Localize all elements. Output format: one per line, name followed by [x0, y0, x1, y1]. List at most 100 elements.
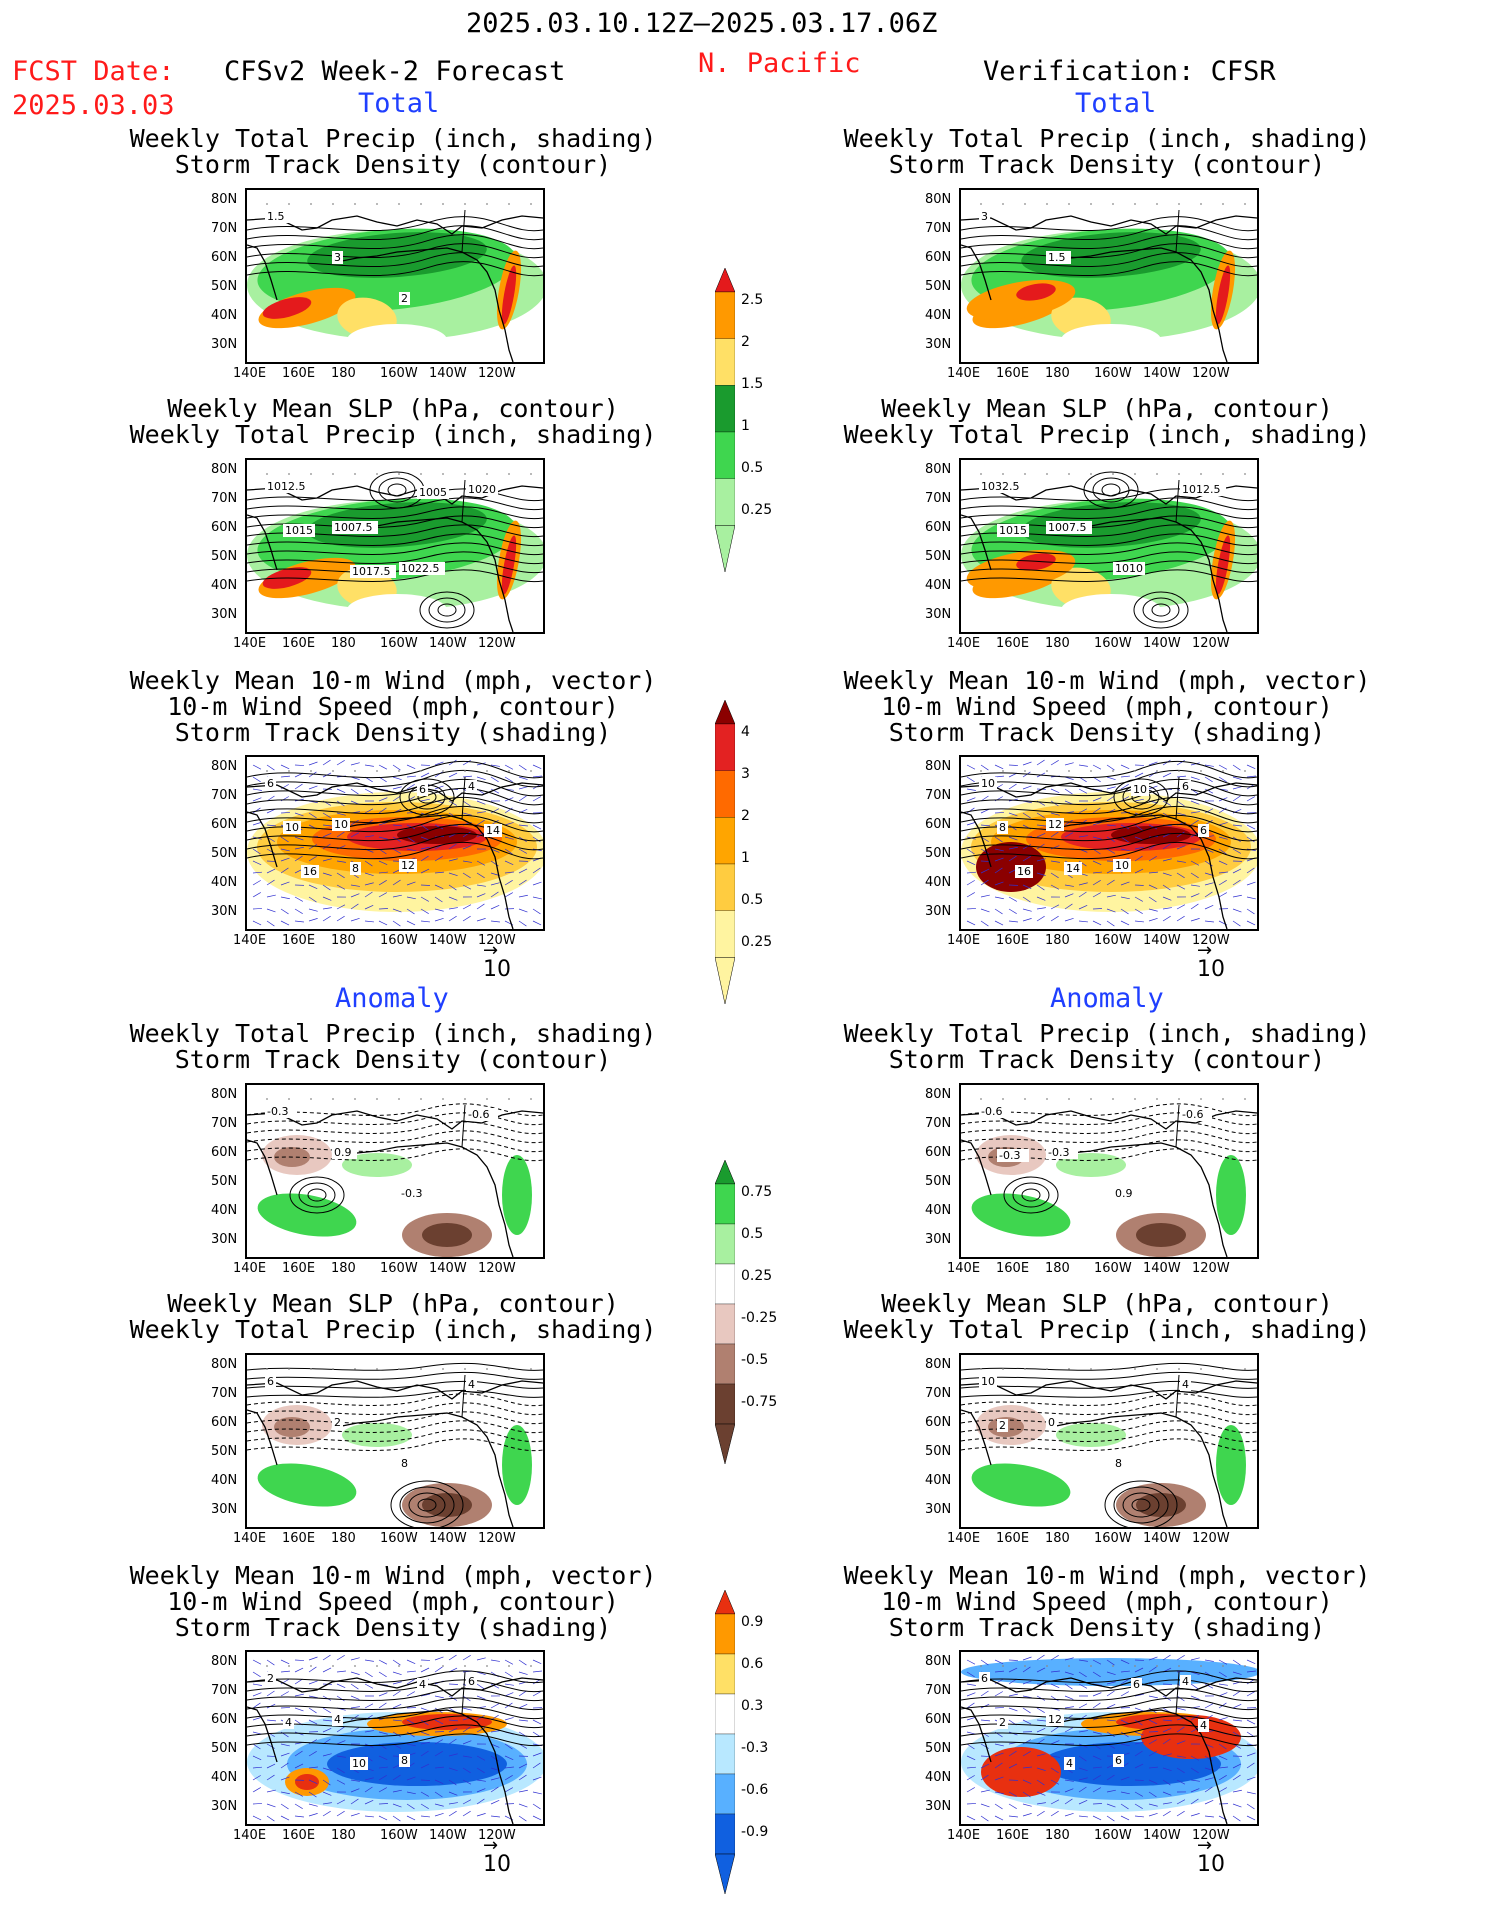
wind-vector [308, 884, 318, 889]
wind-vector [1190, 872, 1199, 879]
wind-vector [1176, 800, 1185, 807]
wind-vector [1106, 848, 1115, 854]
precip-anomaly-wet-coast [1216, 1155, 1246, 1235]
grid-dot [1244, 203, 1246, 205]
lon-tick: 140E [233, 366, 267, 381]
wind-vector [420, 1815, 430, 1818]
wind-vector [532, 1719, 542, 1725]
colorbar-label: -0.9 [741, 1824, 769, 1840]
grid-dot [1156, 1098, 1158, 1100]
grid-dot [486, 473, 488, 475]
wind-vector [1232, 795, 1241, 802]
wind-vector [994, 1691, 1003, 1697]
wind-vector [1022, 918, 1032, 922]
wind-vector [350, 1671, 360, 1675]
wind-vector [448, 872, 458, 877]
contour-label: 10 [352, 1757, 366, 1770]
wind-vector [378, 1755, 388, 1761]
wind-vector [350, 1695, 360, 1700]
map-field-r4l: -0.30.9-0.3-0.6 [247, 1098, 543, 1257]
grid-dot [1178, 1665, 1180, 1667]
wind-vector [1008, 1678, 1017, 1685]
wind-vector [322, 907, 332, 910]
wind-vector [434, 1719, 444, 1725]
period-title: 2025.03.10.12Z–2025.03.17.06Z [466, 8, 938, 39]
wind-vector [420, 1803, 429, 1809]
contour-label: 0.9 [334, 1146, 352, 1159]
wind-vector [1106, 1815, 1115, 1822]
wind-vector [518, 908, 528, 913]
wind-vector [406, 1659, 416, 1665]
grid-dot [354, 203, 356, 205]
wind-vector [476, 918, 486, 922]
wind-vector [1092, 1702, 1101, 1709]
wind-vector [392, 795, 401, 802]
wind-vector [966, 776, 975, 783]
slp-anomaly-ring [1131, 1498, 1151, 1512]
contour-label-bg [997, 821, 1008, 834]
lat-tick: 50N [211, 1174, 238, 1189]
grid-dot [1046, 770, 1048, 772]
wind-vector [490, 1800, 500, 1805]
colorbar-swatch [714, 910, 736, 958]
wind-vector [1190, 819, 1199, 826]
grid-dot [1002, 770, 1004, 772]
contour-label-bg [466, 483, 498, 496]
wind-vector [322, 843, 331, 850]
wind-vector [266, 894, 276, 898]
wind-vector [1050, 1695, 1059, 1702]
wind-vector [322, 1802, 332, 1805]
colorbar-label: 0.25 [741, 1268, 773, 1284]
contour-label: 8 [401, 1754, 408, 1767]
wind-vector [392, 764, 401, 771]
wind-vector [322, 858, 332, 862]
wind-vector [1064, 1657, 1074, 1661]
coastline-asia [247, 811, 278, 868]
grid-dot [1134, 473, 1136, 475]
lat-tick: 40N [925, 875, 952, 890]
wind-vector [448, 884, 457, 891]
wind-vector [1120, 1791, 1130, 1795]
wind-vector [420, 1707, 430, 1712]
wind-speed-anomaly-contour [961, 1724, 1257, 1738]
coastline-america [1110, 1412, 1228, 1527]
wind-vector [350, 788, 359, 795]
wind-vector [350, 1683, 359, 1690]
wind-vector [994, 920, 1004, 926]
slp-low-ring [1142, 597, 1180, 623]
grid-dot [1090, 1665, 1092, 1667]
contour-label: 2 [267, 1672, 274, 1685]
wind-vector [1120, 1679, 1129, 1685]
wind-vector [1064, 819, 1073, 826]
wind-vector [434, 884, 444, 890]
wind-vector [1008, 812, 1018, 817]
wind-vector [476, 819, 485, 826]
lat-tick: 80N [211, 192, 238, 207]
panel-title-line: 10-m Wind Speed (mph, contour) [167, 692, 619, 721]
wind-vector [966, 1659, 976, 1665]
grid-dot [1046, 1665, 1048, 1667]
wind-vector [532, 1762, 541, 1769]
grid-dot [508, 203, 510, 205]
wind-vector [1232, 920, 1241, 927]
wind-vector [252, 848, 261, 855]
storm-track-contour [247, 216, 543, 232]
wind-vector [1218, 764, 1228, 770]
grid-dot [398, 1098, 400, 1100]
vector-reference: → 10 [1197, 1835, 1225, 1878]
wind-vector [1246, 764, 1256, 769]
lon-tick: 140E [233, 1261, 267, 1276]
wind-vector [378, 807, 387, 814]
colorbar-label: 2.5 [741, 292, 764, 308]
vector-reference: → 10 [483, 1835, 511, 1878]
coastline-asia [247, 1139, 278, 1196]
grid-dot [1090, 203, 1092, 205]
colorbar-swatch [714, 1303, 736, 1345]
lon-tick: 120W [478, 636, 516, 651]
panel-title-line: Weekly Total Precip (inch, shading) [843, 420, 1371, 449]
lat-tick: 80N [211, 1357, 238, 1372]
storm-anomaly-ring [298, 1182, 336, 1208]
wind-vector [518, 848, 528, 854]
panel-title-line: Weekly Total Precip (inch, shading) [843, 1019, 1371, 1048]
